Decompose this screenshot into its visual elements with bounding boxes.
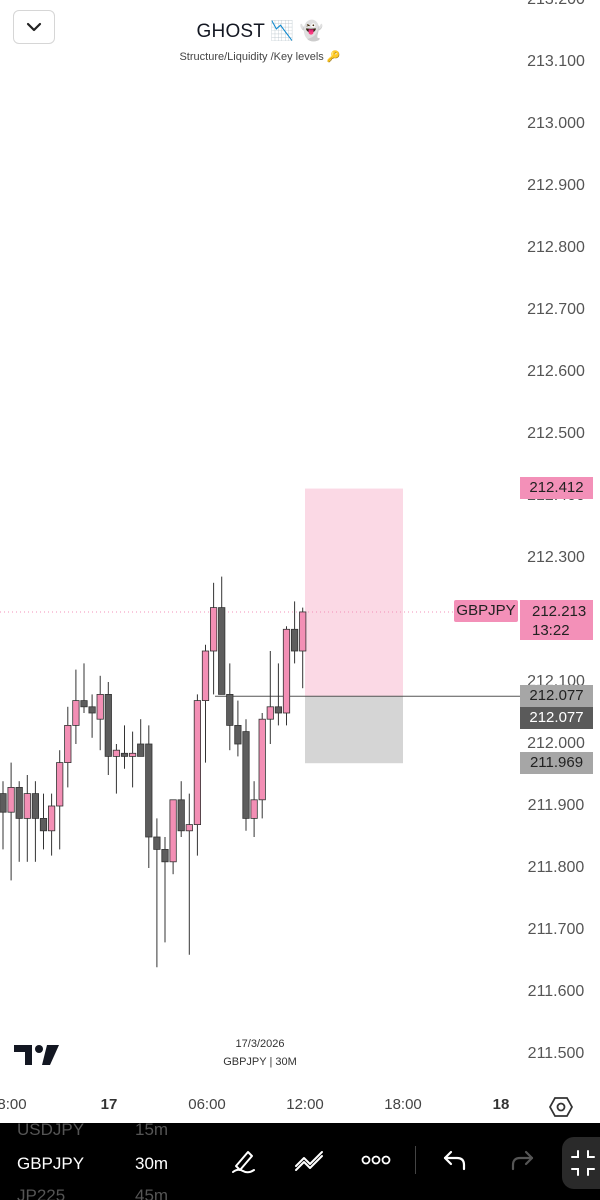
bullish-candle (185, 824, 193, 832)
bullish-candle (282, 628, 291, 714)
trendline-icon[interactable] (294, 1145, 324, 1175)
loss-zone (305, 696, 403, 764)
price-tick: 211.700 (527, 921, 585, 938)
chart-date-caption: 17/3/2026 (235, 1038, 285, 1050)
toolbar-separator (415, 1146, 416, 1174)
watchlist-symbol: JP225 (17, 1186, 66, 1200)
current-price-tag: 212.213 13:22 (520, 600, 593, 640)
price-tick: 212.700 (527, 301, 585, 318)
time-tick: 8:00 (0, 1096, 27, 1113)
bearish-candle (290, 628, 299, 652)
bearish-candle (31, 793, 40, 819)
bearish-candle (161, 849, 169, 863)
bearish-candle (39, 818, 48, 832)
chart-settings-icon[interactable] (548, 1096, 574, 1123)
bearish-candle (15, 787, 23, 819)
bullish-candle (299, 611, 307, 652)
price-tick: 211.500 (527, 1045, 585, 1062)
bullish-candle (201, 650, 210, 701)
time-tick: 12:00 (286, 1096, 324, 1113)
bullish-candle (7, 787, 15, 813)
bearish-candle (242, 731, 250, 819)
undo-icon[interactable] (440, 1145, 470, 1175)
bearish-candle (145, 743, 153, 838)
bearish-candle (177, 799, 185, 832)
price-tick: 213.200 (520, 0, 592, 9)
watchlist-timeframe: 30m (135, 1154, 169, 1173)
chart-subtitle: Structure/Liquidity /Key levels 🔑 (179, 51, 341, 63)
price-tick: 212.800 (527, 239, 585, 256)
fullscreen-button[interactable] (562, 1137, 600, 1189)
bullish-candle (193, 700, 201, 825)
bullish-candle (112, 749, 120, 757)
redo-icon[interactable] (507, 1145, 537, 1175)
price-tick: 211.800 (527, 859, 585, 876)
price-tick: 213.000 (527, 115, 585, 132)
price-tick: 212.600 (527, 363, 585, 380)
time-tick: 06:00 (188, 1096, 226, 1113)
bullish-candle (169, 799, 177, 863)
price-tick: 212.000 (527, 735, 585, 752)
current-price-value: 212.213 (532, 603, 587, 620)
price-tick: 211.600 (527, 983, 585, 1000)
chart-menu-button[interactable] (13, 10, 55, 44)
bearish-candle (104, 694, 112, 757)
bullish-candle (258, 718, 266, 801)
bearish-candle (218, 607, 226, 695)
bearish-candle (274, 706, 283, 714)
bullish-candle (72, 700, 80, 726)
bullish-candle (250, 799, 258, 819)
draw-pen-icon[interactable] (229, 1145, 259, 1175)
tradingview-logo (14, 1043, 60, 1072)
watchlist-symbol: USDJPY (17, 1123, 85, 1139)
watchlist-timeframe: 45m (135, 1186, 169, 1200)
chart-header: GHOST 📉 👻 Structure/Liquidity /Key level… (0, 0, 520, 80)
stop-price-tag: 211.969 (520, 752, 593, 774)
bearish-candle (234, 725, 242, 745)
bullish-candle (209, 607, 218, 652)
bullish-candle (64, 725, 72, 764)
bearish-candle (88, 706, 96, 714)
time-tick: 18 (492, 1096, 510, 1113)
chart-area[interactable]: GHOST 📉 👻 Structure/Liquidity /Key level… (0, 0, 600, 1090)
fullscreen-icon (571, 1150, 595, 1176)
bearish-candle (226, 694, 234, 726)
bearish-candle (153, 836, 161, 850)
candlestick-chart[interactable] (0, 0, 600, 1090)
entry-price-tag: 212.077 (520, 685, 593, 707)
chevron-down-icon (26, 22, 42, 32)
chart-symbol-caption: GBPJPY | 30M (223, 1056, 297, 1068)
bullish-candle (56, 762, 64, 807)
profit-zone (305, 488, 403, 697)
price-tick: 212.900 (527, 177, 585, 194)
bar-countdown: 13:22 (532, 622, 570, 639)
symbol-tag: GBPJPY (454, 600, 518, 622)
bullish-candle (266, 706, 274, 720)
time-tick: 18:00 (384, 1096, 422, 1113)
time-tick: 17 (100, 1096, 118, 1113)
bearish-candle (120, 752, 129, 757)
bearish-candle (0, 793, 7, 813)
target-price-tag: 212.412 (520, 477, 593, 499)
price-tick: 212.500 (527, 425, 585, 442)
bullish-candle (48, 805, 56, 832)
price-tick: 212.300 (527, 549, 585, 566)
bullish-candle (23, 793, 31, 819)
bearish-candle (80, 700, 88, 708)
bullish-candle (128, 752, 137, 757)
time-axis[interactable]: 8:00 17 06:00 12:00 18:00 18 (0, 1090, 600, 1122)
entry-price-tag-dark: 212.077 (520, 707, 593, 729)
more-dots-icon[interactable] (361, 1145, 391, 1175)
watchlist-symbol: GBPJPY (17, 1154, 85, 1173)
watchlist-timeframe: 15m (135, 1123, 169, 1139)
bearish-candle (137, 743, 145, 757)
chart-title: GHOST 📉 👻 (196, 21, 324, 42)
price-tick: 213.100 (527, 53, 585, 70)
bullish-candle (96, 694, 104, 720)
price-tick: 211.900 (527, 797, 585, 814)
